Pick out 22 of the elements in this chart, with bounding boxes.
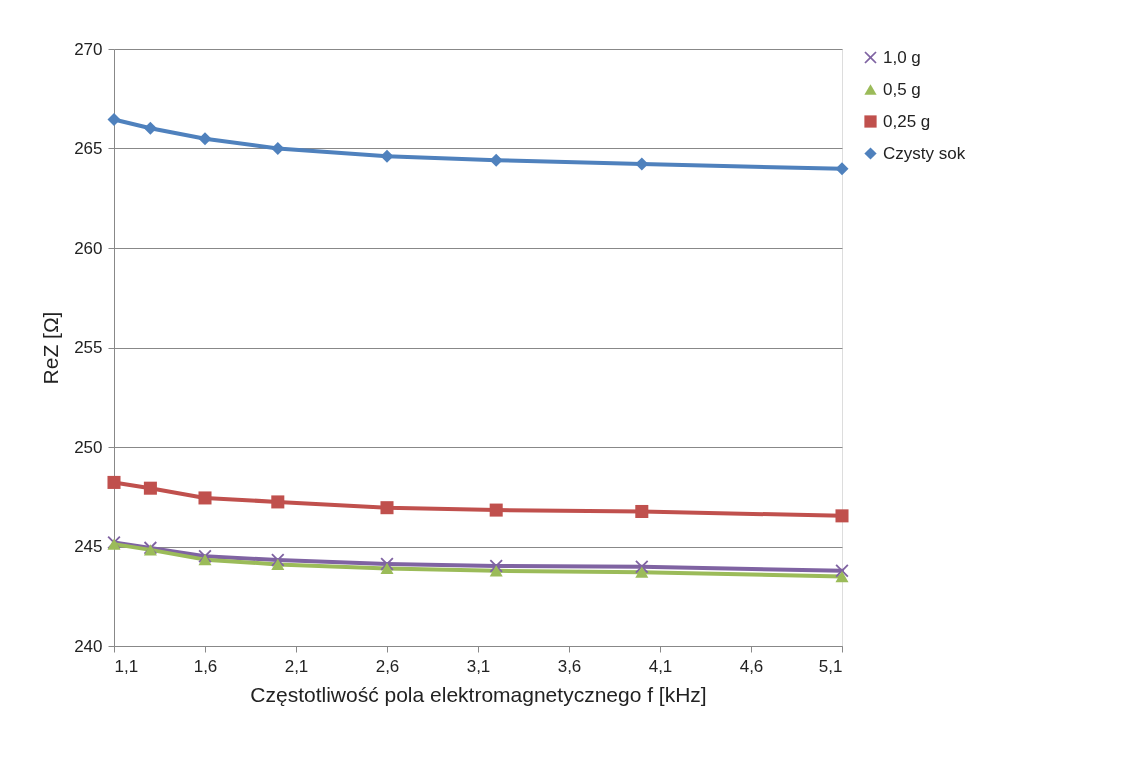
x-tick-label: 2,6 [375, 656, 400, 676]
y-tick-label: 260 [74, 238, 103, 258]
x-axis-title: Częstotliwość pola elektromagnetycznego f [kHz] [250, 682, 707, 706]
y-tick-label: 270 [74, 39, 103, 59]
x-tick-label: 1,6 [193, 656, 218, 676]
y-tick-label: 265 [74, 139, 103, 158]
y-tick-label: 250 [74, 437, 103, 457]
x-tick-label: 3,6 [557, 656, 582, 676]
legend-label: Czysty sok [883, 143, 966, 163]
x-tick-label: 2,1 [284, 656, 309, 676]
x-tick-label: 4,6 [739, 656, 764, 676]
y-axis-title: ReZ [Ω] [39, 311, 63, 385]
x-tick-label: 4,1 [648, 656, 673, 676]
x-tick-label: 3,1 [466, 656, 491, 676]
y-tick-label: 255 [74, 338, 103, 357]
x-tick-label: 5,1 [818, 656, 843, 676]
x-tick-label: 1,1 [114, 656, 139, 676]
y-tick-label: 240 [74, 636, 103, 656]
legend-label: 0,25 g [883, 111, 931, 131]
legend-label: 1,0 g [883, 47, 921, 67]
legend-label: 0,5 g [883, 79, 921, 99]
y-tick-label: 245 [74, 537, 103, 556]
